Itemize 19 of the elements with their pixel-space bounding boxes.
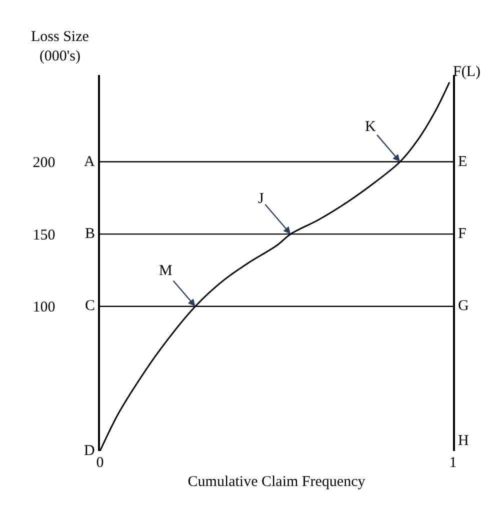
x-tick-label: 0: [96, 455, 104, 471]
y-tick-label: 200: [32, 155, 56, 172]
y-axis-title: Loss Size (000's): [31, 29, 90, 64]
annotation: K: [365, 119, 376, 135]
x-tick-label: 1: [449, 455, 457, 471]
annotation: F: [458, 226, 466, 242]
text: H: [458, 433, 469, 449]
series-label: F(L): [453, 64, 480, 80]
annotation: G: [458, 298, 469, 314]
annotation: A: [84, 154, 95, 170]
y-tick-label: 150: [32, 227, 56, 244]
annotation: D: [84, 443, 95, 459]
y-tick-label: 100: [32, 300, 56, 316]
annotation: B: [85, 226, 96, 242]
annotation: C: [85, 298, 96, 314]
x-axis-title: Cumulative Claim Frequency: [188, 474, 366, 490]
annotation: M: [159, 263, 172, 279]
annotation: E: [458, 154, 468, 170]
annotation: J: [258, 191, 264, 207]
